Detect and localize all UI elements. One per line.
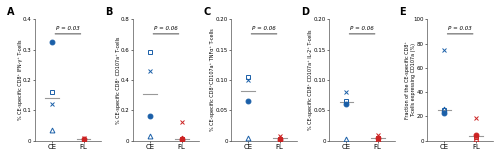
Text: C: C (204, 7, 210, 17)
Text: P = 0.06: P = 0.06 (154, 27, 178, 32)
Text: P = 0.03: P = 0.03 (56, 27, 80, 32)
Text: P = 0.03: P = 0.03 (448, 27, 472, 32)
Y-axis label: % CE-specific CD8⁺CD107a⁺ TNFα⁺ T-cells: % CE-specific CD8⁺CD107a⁺ TNFα⁺ T-cells (210, 29, 215, 131)
Text: P = 0.06: P = 0.06 (252, 27, 276, 32)
Text: P = 0.06: P = 0.06 (350, 27, 374, 32)
Text: E: E (400, 7, 406, 17)
Y-axis label: % CE-specific CD8⁺ IFN-γ⁺ T-cells: % CE-specific CD8⁺ IFN-γ⁺ T-cells (18, 40, 22, 120)
Text: A: A (8, 7, 15, 17)
Y-axis label: % CE-specific CD8⁺ CD107a⁺ T-cells: % CE-specific CD8⁺ CD107a⁺ T-cells (116, 36, 120, 124)
Text: B: B (106, 7, 113, 17)
Y-axis label: % CE-specific CD8⁺ CD107a⁺ IL-2⁺ T-cells: % CE-specific CD8⁺ CD107a⁺ IL-2⁺ T-cells (308, 30, 313, 130)
Text: D: D (302, 7, 310, 17)
Y-axis label: Fraction of the CE-specific CD8⁺
T-cells expressing CD107a (%): Fraction of the CE-specific CD8⁺ T-cells… (405, 41, 416, 119)
